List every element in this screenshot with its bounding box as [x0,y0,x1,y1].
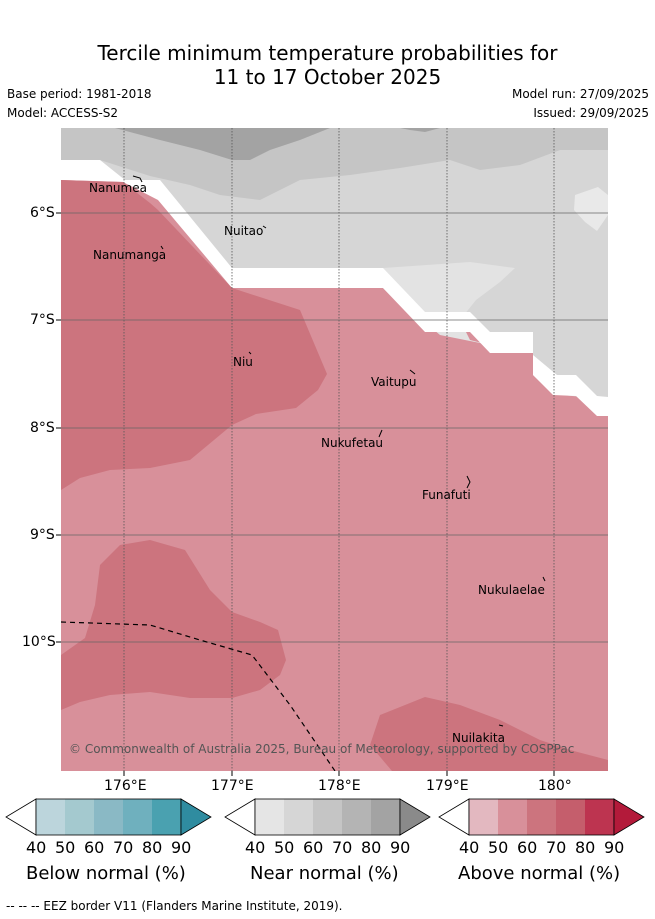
place-nuitao: Nuitao [224,224,264,238]
colorbar-above-segment [469,799,498,835]
colorbar-near-tick-label: 80 [361,838,382,857]
x-tick-180: 180° [538,778,572,794]
colorbar-above-segment [527,799,556,835]
y-tick-10s: 10°S [22,634,56,650]
y-tick-8s: 8°S [30,420,55,436]
place-vaitupu: Vaitupu [371,375,417,389]
colorbar-above-tick-label: 70 [546,838,567,857]
colorbar-below-segment [36,799,65,835]
place-nukufetau: Nukufetau [321,436,384,450]
y-tick-6s: 6°S [30,205,55,221]
colorbar-above-lower-extension [438,798,470,836]
colorbar-near-tick-label: 50 [274,838,295,857]
colorbar-near-tick-label: 40 [245,838,266,857]
colorbar-near-segment [284,799,313,835]
colorbar-below-tick-label: 70 [113,838,134,857]
colorbar-above-segment [498,799,527,835]
colorbar-below-tick-label: 50 [55,838,76,857]
colorbar-near-lower-extension [224,798,256,836]
place-nukulaelae: Nukulaelae [478,583,545,597]
colorbar-above-segment [585,799,614,835]
colorbar-near-title: Near normal (%) [250,863,399,884]
colorbar-near-segment [371,799,400,835]
colorbar-below-lower-extension [5,798,37,836]
colorbar-near-tick-label: 60 [303,838,324,857]
island-shapes [132,175,546,727]
probability-field [61,128,608,771]
place-niu: Niu [233,355,253,369]
colorbar-below-title: Below normal (%) [26,863,186,884]
tick-marks [56,212,555,776]
colorbar-near-upper-extension [399,798,431,836]
colorbar-below-segment [94,799,123,835]
issued-date: Issued: 29/09/2025 [533,106,649,120]
colorbar-near-tick-label: 90 [390,838,411,857]
colorbars [5,798,645,836]
colorbar-above-tick-label: 50 [488,838,509,857]
colorbar-near-tick-label: 70 [332,838,353,857]
model-name: Model: ACCESS-S2 [7,106,119,120]
place-nanumanga: Nanumanga [93,248,167,262]
model-run: Model run: 27/09/2025 [511,87,649,101]
x-tick-179: 179°E [426,778,469,794]
colorbar-below-segment [152,799,181,835]
latitude-lines [61,212,608,643]
colorbar-below-tick-label: 60 [84,838,105,857]
eez-border [61,621,336,771]
y-tick-9s: 9°S [30,527,55,543]
colorbar-below-segment [65,799,94,835]
copyright-notice: © Commonwealth of Australia 2025, Bureau… [69,742,575,756]
x-tick-177: 177°E [211,778,254,794]
chart-title-line1: Tercile minimum temperature probabilitie… [97,41,558,65]
x-tick-178: 178°E [318,778,361,794]
colorbar-above-tick-label: 90 [604,838,625,857]
colorbar-above-tick-label: 60 [517,838,538,857]
chart-title-line2: 11 to 17 October 2025 [213,65,442,89]
eez-footer-note: -- -- -- EEZ border V11 (Flanders Marine… [6,899,343,913]
colorbar-near-segment [342,799,371,835]
colorbar-below-segment [123,799,152,835]
colorbar-below-tick-label: 90 [171,838,192,857]
place-nuilakita: Nuilakita [452,731,505,745]
colorbar-below-tick-label: 80 [142,838,163,857]
colorbar-near-segment [313,799,342,835]
place-nanumea: Nanumea [89,181,147,195]
colorbar-above-tick-label: 80 [575,838,596,857]
colorbar-above-tick-label: 40 [459,838,480,857]
colorbar-below-tick-label: 40 [26,838,47,857]
grid-lines [123,128,555,771]
x-tick-176: 176°E [104,778,147,794]
colorbar-above-upper-extension [613,798,645,836]
colorbar-above-segment [556,799,585,835]
colorbar-below-upper-extension [180,798,212,836]
place-funafuti: Funafuti [422,488,471,502]
base-period: Base period: 1981-2018 [7,87,152,101]
colorbar-above-title: Above normal (%) [458,863,621,884]
y-tick-7s: 7°S [30,312,55,328]
colorbar-near-segment [255,799,284,835]
